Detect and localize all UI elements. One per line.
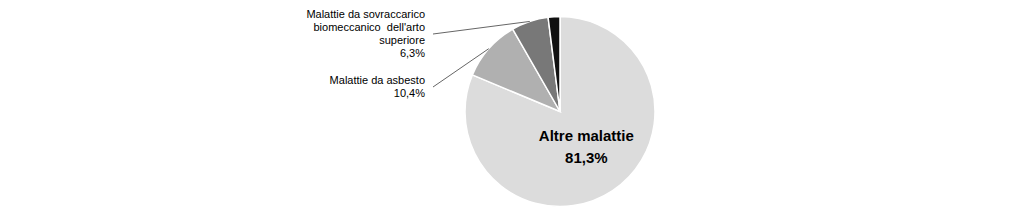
slice-label: Malattie da sovraccaricobiomeccanico del…: [306, 8, 425, 46]
slice-label-line: Malattie da asbesto: [330, 74, 425, 86]
chart: Altre malattie 81,3% Malattie da sovraccar…: [0, 0, 1023, 223]
slice-value-label: 6,3%: [400, 47, 425, 59]
pie-slice: [548, 17, 560, 112]
slice-value-label: 10,4%: [394, 87, 425, 99]
slice-label: Malattie da asbesto: [330, 74, 425, 86]
pie-slice: [513, 17, 560, 111]
labels: Altre malattie 81,3% Malattie da sovraccar…: [306, 8, 633, 166]
pie: [465, 16, 655, 206]
slice-label: Altre malattie: [539, 127, 634, 144]
slice-value-label: 81,3%: [565, 149, 608, 166]
leader-line: [433, 21, 530, 34]
slice-label-line: biomeccanico dell'arto: [313, 21, 425, 33]
slice-label-line: superiore: [379, 34, 425, 46]
slice-label-line: Malattie da sovraccarico: [306, 8, 425, 20]
leader-line: [433, 49, 489, 87]
pie-slice: [465, 16, 655, 206]
